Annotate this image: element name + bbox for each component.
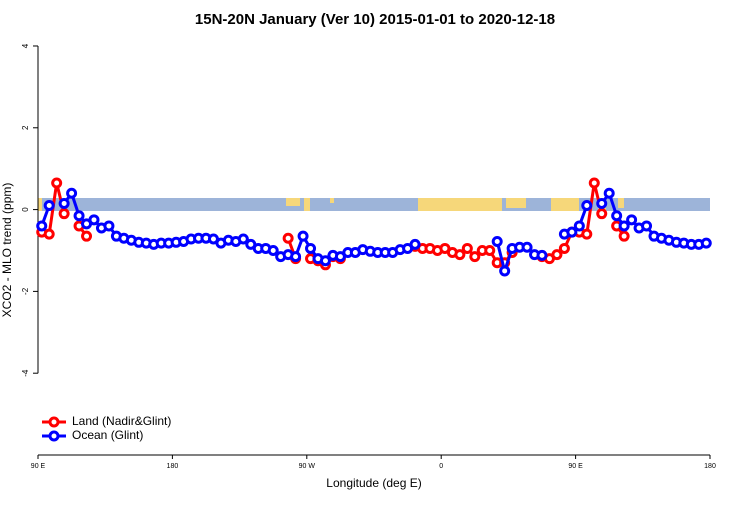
data-point xyxy=(66,187,78,199)
y-tick-label: -4 xyxy=(21,369,30,377)
y-tick-label: 2 xyxy=(21,125,30,130)
x-tick-label: 180 xyxy=(704,463,716,470)
y-tick-label: -2 xyxy=(21,287,30,295)
data-point xyxy=(469,251,481,263)
chart-title: 15N-20N January (Ver 10) 2015-01-01 to 2… xyxy=(195,11,555,28)
data-point xyxy=(409,238,421,250)
data-point xyxy=(484,244,496,256)
y-axis-label: XCO2 - MLO trend (ppm) xyxy=(0,183,14,318)
data-point xyxy=(103,220,115,232)
data-point xyxy=(596,197,608,209)
x-tick-label: 90 W xyxy=(299,463,316,470)
x-axis-label: Longitude (deg E) xyxy=(326,476,421,490)
y-tick-label: 0 xyxy=(21,207,30,212)
data-point xyxy=(581,228,593,240)
data-point xyxy=(566,226,578,238)
map-strip xyxy=(38,198,710,211)
data-point xyxy=(596,208,608,220)
x-tick-label: 180 xyxy=(167,463,179,470)
data-point xyxy=(305,242,317,254)
data-point xyxy=(588,177,600,189)
data-point xyxy=(603,187,615,199)
data-point xyxy=(573,220,585,232)
x-tick-label: 90 E xyxy=(31,463,46,470)
data-point xyxy=(499,265,511,277)
data-point xyxy=(58,208,70,220)
x-tick-label: 90 E xyxy=(568,463,583,470)
data-point xyxy=(237,233,249,245)
data-point xyxy=(618,230,630,242)
data-point xyxy=(51,177,63,189)
data-point xyxy=(36,220,48,232)
data-point xyxy=(297,230,309,242)
data-point xyxy=(282,232,294,244)
data-point xyxy=(290,251,302,263)
data-point xyxy=(626,214,638,226)
data-point xyxy=(521,241,533,253)
series xyxy=(36,187,712,277)
data-point xyxy=(618,220,630,232)
legend-marker xyxy=(48,430,60,442)
legend-label: Land (Nadir&Glint) xyxy=(72,414,171,428)
data-point xyxy=(319,255,331,267)
legend-marker xyxy=(48,416,60,428)
legend-label: Ocean (Glint) xyxy=(72,428,143,442)
data-point xyxy=(461,242,473,254)
data-point xyxy=(88,214,100,226)
x-tick-label: 0 xyxy=(439,463,443,470)
data-point xyxy=(700,237,712,249)
data-point xyxy=(611,210,623,222)
data-point xyxy=(43,199,55,211)
data-point xyxy=(581,199,593,211)
data-point xyxy=(454,249,466,261)
data-point xyxy=(81,230,93,242)
data-point xyxy=(43,228,55,240)
data-point xyxy=(536,249,548,261)
data-point xyxy=(491,235,503,247)
data-point xyxy=(641,220,653,232)
data-point xyxy=(558,242,570,254)
data-point xyxy=(551,249,563,261)
data-point xyxy=(58,197,70,209)
data-point xyxy=(73,210,85,222)
y-tick-label: 4 xyxy=(21,43,30,48)
data-point xyxy=(267,244,279,256)
